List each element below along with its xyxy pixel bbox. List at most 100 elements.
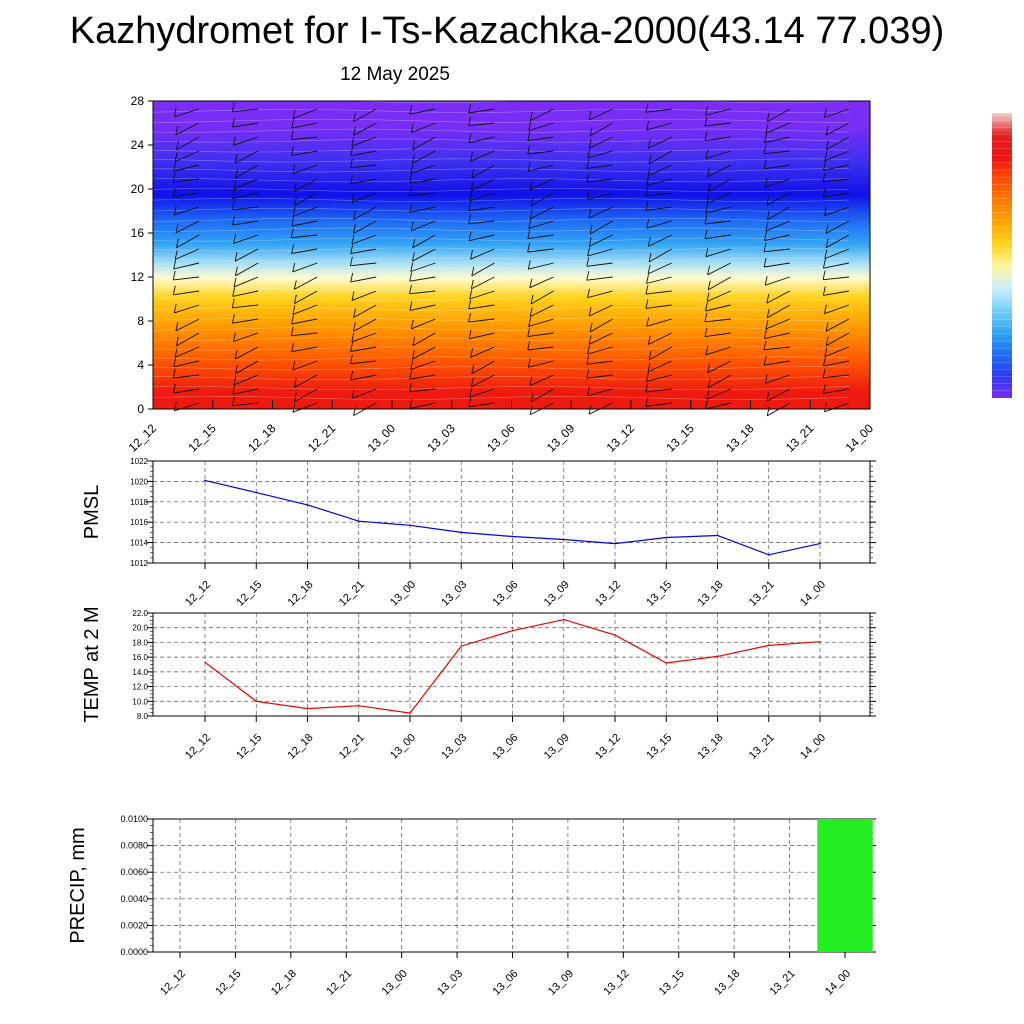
wind-barb-flag xyxy=(291,314,295,325)
wind-barb-flag xyxy=(764,374,768,384)
wind-barb xyxy=(173,178,200,183)
wind-barb-flag xyxy=(292,164,296,174)
wind-barb xyxy=(412,332,436,347)
data-point xyxy=(409,524,411,527)
wind-barb-flag xyxy=(293,182,297,192)
wind-barb xyxy=(825,234,850,249)
wind-barb-flag xyxy=(529,180,533,190)
x-tick-label: 13_09 xyxy=(546,968,576,998)
wind-barb xyxy=(292,206,318,217)
wind-barb-flag xyxy=(704,399,708,410)
wind-barb xyxy=(409,388,436,393)
wind-barb-flag xyxy=(527,242,531,253)
wind-barb-flag xyxy=(412,140,416,150)
wind-barb-flag xyxy=(468,397,472,407)
wind-barb-flag xyxy=(647,335,651,345)
x-tick-label: 13_15 xyxy=(663,421,697,455)
wind-barb-flag xyxy=(409,174,413,184)
wind-barb xyxy=(350,248,377,255)
wind-barb-flag xyxy=(174,250,178,260)
wind-barb-flag xyxy=(763,257,767,268)
wind-barb-flag xyxy=(231,298,235,308)
wind-barb-flag xyxy=(527,162,531,172)
wind-barb-flag xyxy=(291,119,295,129)
y-tick-label: 20 xyxy=(131,182,145,196)
wind-barb xyxy=(174,346,200,358)
wind-barb-flag xyxy=(174,348,178,358)
wind-barb-flag xyxy=(292,109,296,119)
wind-barb-flag xyxy=(528,121,532,131)
wind-barb xyxy=(528,220,554,230)
wind-barb xyxy=(528,318,554,327)
wind-barb-flag xyxy=(705,204,708,214)
wind-barb xyxy=(707,178,731,193)
wind-barb-flag xyxy=(232,385,236,395)
wind-barb xyxy=(530,192,554,207)
wind-barb xyxy=(470,150,495,162)
wind-barb-flag xyxy=(290,326,294,336)
wind-barb xyxy=(411,122,436,134)
x-tick-label: 13_18 xyxy=(696,732,726,762)
wind-barb-flag xyxy=(468,299,472,309)
wind-barb xyxy=(586,276,613,281)
wind-barb-flag xyxy=(410,360,414,370)
wind-barb-flag xyxy=(410,221,414,231)
y-tick-label: 0.0000 xyxy=(120,947,148,957)
y-tick-label: 12.0 xyxy=(132,683,148,692)
y-tick-label: 16 xyxy=(131,226,145,240)
page-title: Kazhydromet for I-Ts-Kazachka-2000(43.14… xyxy=(69,10,945,52)
wind-barb-flag xyxy=(766,406,770,416)
x-tick-label: 14_00 xyxy=(843,421,877,455)
wind-barb xyxy=(529,276,554,289)
wind-barb xyxy=(233,178,259,190)
y-tick-label: 1014 xyxy=(130,539,148,548)
wind-barb-flag xyxy=(824,347,828,357)
x-tick-label: 12_15 xyxy=(234,579,264,609)
wind-barb xyxy=(291,136,318,141)
wind-barb-flag xyxy=(764,133,767,143)
wind-barb-flag xyxy=(293,280,297,290)
wind-barb-flag xyxy=(468,214,472,224)
wind-barb-flag xyxy=(234,364,238,374)
wind-barb-flag xyxy=(645,103,649,113)
wind-barb-flag xyxy=(409,284,412,294)
x-tick-label: 13_06 xyxy=(491,732,521,762)
wind-barb xyxy=(528,122,554,132)
x-tick-label: 12_15 xyxy=(185,421,219,455)
wind-barb xyxy=(530,290,554,305)
y-tick-label: 0.0100 xyxy=(120,814,148,824)
y-tick-label: 28 xyxy=(131,94,145,108)
wind-barb-flag xyxy=(764,231,767,241)
wind-barb-flag xyxy=(707,167,710,177)
wind-barb xyxy=(530,108,554,122)
wind-barb-flag xyxy=(468,231,472,241)
panel-frame xyxy=(152,460,871,564)
page-subtitle: 12 May 2025 xyxy=(340,64,450,85)
wind-barb xyxy=(763,346,790,351)
wind-barb-flag xyxy=(586,271,590,281)
y-tick-label: 1020 xyxy=(130,477,148,486)
wind-barb-flag xyxy=(470,279,474,289)
wind-barb-flag xyxy=(175,125,179,135)
wind-barb xyxy=(706,192,731,205)
data-point xyxy=(665,536,668,539)
wind-barb xyxy=(235,164,259,179)
x-tick-label: 13_12 xyxy=(593,579,623,609)
wind-barb xyxy=(704,234,731,240)
wind-barb-flag xyxy=(766,112,770,122)
wind-barb-flag xyxy=(706,390,710,400)
wind-barb-flag xyxy=(350,174,354,184)
wind-barb-flag xyxy=(707,378,711,388)
wind-barb xyxy=(233,136,259,146)
data-point xyxy=(204,479,206,482)
y-tick-label: 18.0 xyxy=(132,638,148,647)
wind-barb xyxy=(292,402,318,413)
precip-panel: 0.0000 0.0020 0.0040 0.0060 0.0080 0.0100 12_1… xyxy=(67,814,876,998)
wind-barb xyxy=(232,220,259,226)
wind-barb xyxy=(823,262,850,269)
wind-barb-flag xyxy=(353,112,356,122)
wind-barb-flag xyxy=(763,242,767,252)
x-tick-label: 12_18 xyxy=(286,732,316,762)
wind-barb-flag xyxy=(586,257,590,267)
wind-barb xyxy=(648,248,672,263)
